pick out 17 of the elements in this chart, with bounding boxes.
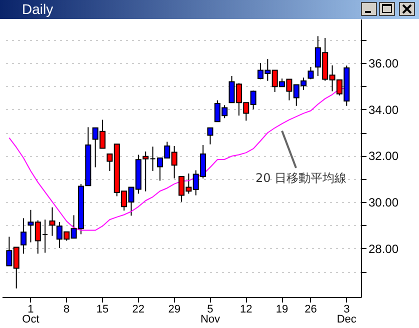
- y-tick-label: 36.00: [368, 56, 399, 71]
- x-tick-label: 3 Dec: [336, 304, 357, 326]
- chart-title: Daily: [22, 1, 54, 17]
- x-tick-label: 19: [276, 304, 288, 316]
- x-tick-label: 15: [96, 304, 109, 316]
- y-tick-label: 32.00: [368, 149, 399, 164]
- annotation: 20 日移動平均線: [255, 170, 347, 185]
- x-tick-label: 26: [304, 304, 317, 316]
- x-tick-label: 12: [240, 304, 252, 316]
- x-tick-label: 8: [64, 304, 70, 316]
- y-tick-label: 34.00: [368, 102, 399, 117]
- x-tick-label: 22: [132, 304, 145, 316]
- y-tick-label: 30.00: [368, 196, 399, 210]
- x-tick-label: 29: [168, 304, 180, 316]
- x-tick-label: 1 Oct: [22, 304, 40, 326]
- x-tick-label: 5 Nov: [200, 304, 220, 326]
- y-tick-label: 28.00: [368, 242, 399, 256]
